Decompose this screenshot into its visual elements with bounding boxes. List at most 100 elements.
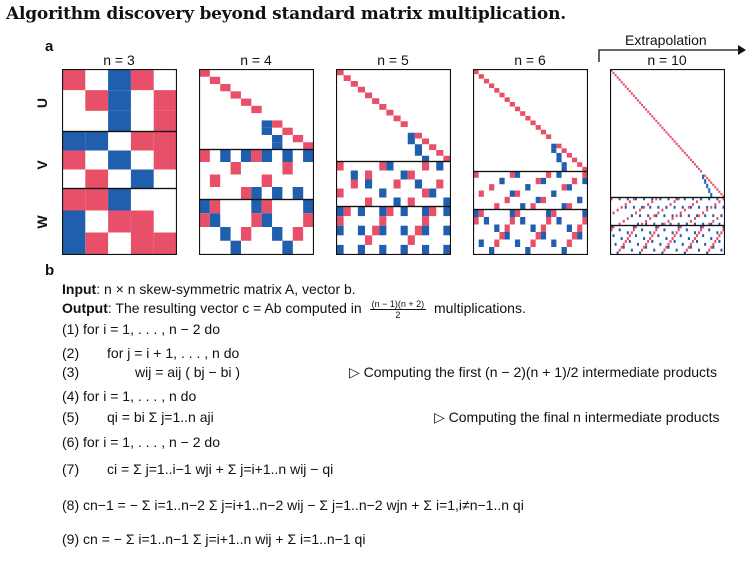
matrix-cell-u <box>386 109 394 116</box>
extrapolation-arrow <box>598 45 746 62</box>
matrix-cell-w <box>443 225 451 236</box>
matrix-cell-v <box>639 214 642 218</box>
line-9-text: cn = − Σ i=1..n−1 Σ j=i+1..n wij + Σ i=1… <box>83 531 366 547</box>
matrix-cell-u <box>85 90 109 111</box>
n-label-6: n = 6 <box>473 52 587 68</box>
line-3-text: wij = aij ( bj − bi ) <box>135 364 241 380</box>
matrix-cell-w <box>610 225 613 229</box>
matrix-background <box>610 69 725 255</box>
matrix-cell-w <box>663 228 666 232</box>
matrix-cell-w <box>616 251 619 255</box>
matrix-cell-u <box>240 98 252 106</box>
matrix-cell-w <box>661 251 664 255</box>
matrix-cell-w <box>85 232 109 255</box>
matrix-cell-v <box>702 222 705 226</box>
matrix-cell-w <box>687 245 690 249</box>
matrix-cell-u <box>530 120 536 126</box>
matrix-cell-w <box>566 239 572 247</box>
matrix-cell-w <box>514 239 521 247</box>
matrix-cell-w <box>655 225 658 229</box>
matrix-cell-v <box>292 187 304 200</box>
matrix-cell-v <box>494 203 500 210</box>
matrix-cell-v <box>282 162 293 175</box>
matrix-cell-w <box>494 224 500 232</box>
algo-line-1: (1) for i = 1, . . . , n − 2 do <box>62 321 220 337</box>
matrix-cell-v <box>610 197 613 201</box>
matrix-cell-u <box>663 128 666 132</box>
matrix-cell-u <box>669 135 672 139</box>
matrix-cell-u <box>696 165 699 168</box>
matrix-cell-v <box>687 205 690 209</box>
algo-line-2: (2) for j = i + 1, . . . , n do <box>62 345 239 361</box>
matrix-cell-v <box>478 190 484 197</box>
matrix-cell-w <box>677 225 680 229</box>
matrix-cell-u <box>582 166 588 172</box>
matrix-cell-w <box>535 232 541 240</box>
matrix-cell-u <box>610 69 613 72</box>
matrix-cell-w <box>400 206 408 217</box>
matrix-cell-u <box>671 138 674 141</box>
matrix-cell-v <box>718 200 721 204</box>
matrix-cell-u <box>478 74 484 79</box>
matrix-cell-v <box>282 149 293 162</box>
matrix-cell-v <box>240 149 252 162</box>
matrix-cell-w <box>712 245 715 249</box>
matrix-cell-v <box>379 188 387 198</box>
matrix-cell-u <box>571 157 578 163</box>
matrix-cell-u <box>436 150 444 156</box>
matrix-cell-v <box>303 149 314 162</box>
matrix-cell-w <box>632 228 635 232</box>
matrix-cell-w <box>671 231 674 235</box>
matrix-cell-w <box>683 251 686 255</box>
algo-line-6: (6) for i = 1, . . . , n − 2 do <box>62 434 220 450</box>
matrix-cell-v <box>681 205 684 209</box>
matrix-cell-u <box>706 183 709 187</box>
matrix-cell-v <box>693 222 696 226</box>
matrix-cell-u <box>407 132 415 139</box>
matrix-cell-w <box>702 234 705 238</box>
matrix-cell-w <box>691 240 694 243</box>
n-label-10: n = 10 <box>610 52 724 68</box>
matrix-cell-w <box>645 245 648 249</box>
matrix-cell-v <box>443 197 451 207</box>
matrix-cell-w <box>489 247 495 255</box>
matrix-cell-v <box>350 170 358 180</box>
matrix-cell-v <box>655 197 658 201</box>
n-label-3: n = 3 <box>62 52 176 68</box>
matrix-cell-w <box>612 234 615 238</box>
matrix-cell-w <box>230 240 241 255</box>
matrix-cell-v <box>350 179 358 189</box>
matrix-cell-u <box>414 132 422 139</box>
matrix-cell-v <box>675 214 678 218</box>
matrix-cell-v <box>712 219 715 223</box>
matrix-cell-v <box>561 203 567 210</box>
line-9-num: (9) <box>62 531 80 547</box>
matrix-cell-w <box>614 242 617 246</box>
matrix-cell-v <box>540 177 547 185</box>
matrix-cell-u <box>357 86 365 93</box>
matrix-cell-v <box>716 217 719 220</box>
matrix-cell-w <box>716 231 719 235</box>
matrix-cell-w <box>209 213 221 227</box>
matrix-cell-u <box>350 81 358 87</box>
matrix-cell-v <box>582 177 588 185</box>
matrix-cell-u <box>661 126 664 129</box>
matrix-cell-u <box>108 69 131 91</box>
matrix-cell-u <box>710 181 713 184</box>
matrix-cell-u <box>499 92 505 98</box>
matrix-cell-u <box>687 156 690 159</box>
matrix-cell-u <box>343 75 351 81</box>
matrix-cell-u <box>251 105 262 114</box>
matrix-cell-w <box>422 225 430 236</box>
matrix-cell-u <box>108 110 131 132</box>
matrix-cell-u <box>556 157 562 163</box>
matrix-cell-u <box>720 192 723 196</box>
matrix-cell-w <box>509 209 515 217</box>
matrix-cell-w <box>698 231 701 235</box>
matrix-cell-v <box>634 211 637 215</box>
matrix-cell-u <box>630 92 633 95</box>
matrix-cell-v <box>696 200 699 204</box>
matrix-cell-w <box>696 240 699 243</box>
matrix-cell-w <box>400 225 408 236</box>
matrix-cell-v <box>422 188 430 198</box>
